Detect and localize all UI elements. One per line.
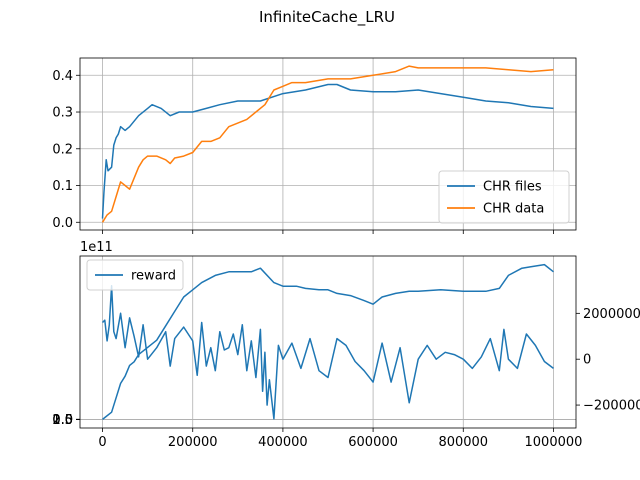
legend-label: CHR files <box>483 180 542 195</box>
axes-frame <box>79 255 577 429</box>
top-chart: 0.0 0.1 0.2 0.3 0.4 CHR files CHR data <box>52 57 577 234</box>
y2-tick-label: −2000000 <box>583 399 640 414</box>
y-tick-label: 0.5 <box>52 413 73 428</box>
series-line-series-1 <box>101 285 554 420</box>
y-tick-label: 0.0 <box>52 216 73 231</box>
y-tick-label: 1.5 <box>52 413 73 428</box>
y-tick-label: 0.4 <box>52 69 73 84</box>
x-tick-label: 200000 <box>168 435 218 450</box>
x-tick-label: 600000 <box>348 435 398 450</box>
x-tick-label: 800000 <box>438 435 488 450</box>
legend: reward <box>86 259 184 291</box>
figure-title: InfiniteCache_LRU <box>259 8 395 27</box>
y2-tick-label: 2000000 <box>583 307 640 322</box>
series-line-chr-files <box>101 83 554 219</box>
x-tick-label: 0 <box>98 435 106 450</box>
legend-label: reward <box>131 269 176 284</box>
axes-frame <box>79 57 577 231</box>
y-tick-label: 0.0 <box>52 413 73 428</box>
legend-label: CHR data <box>483 202 544 217</box>
legend: CHR files CHR data <box>438 170 570 224</box>
series-line-chr-data <box>101 65 554 223</box>
y-tick-label: 0.2 <box>52 142 73 157</box>
x-tick-label: 400000 <box>258 435 308 450</box>
y-offset-label: 1e11 <box>80 240 113 255</box>
x-tick-label: 1000000 <box>525 435 583 450</box>
bottom-chart: 0 200000 400000 600000 800000 1000000 0.00.51.… <box>52 240 640 450</box>
y-tick-label: 1.0 <box>52 413 73 428</box>
y-tick-label: 2.0 <box>52 413 73 428</box>
y-tick-label: 0.1 <box>52 179 73 194</box>
y-tick-label: 0.3 <box>52 106 73 121</box>
legend-box <box>86 259 184 291</box>
legend-box <box>438 170 570 224</box>
y2-tick-label: 0 <box>583 353 591 368</box>
